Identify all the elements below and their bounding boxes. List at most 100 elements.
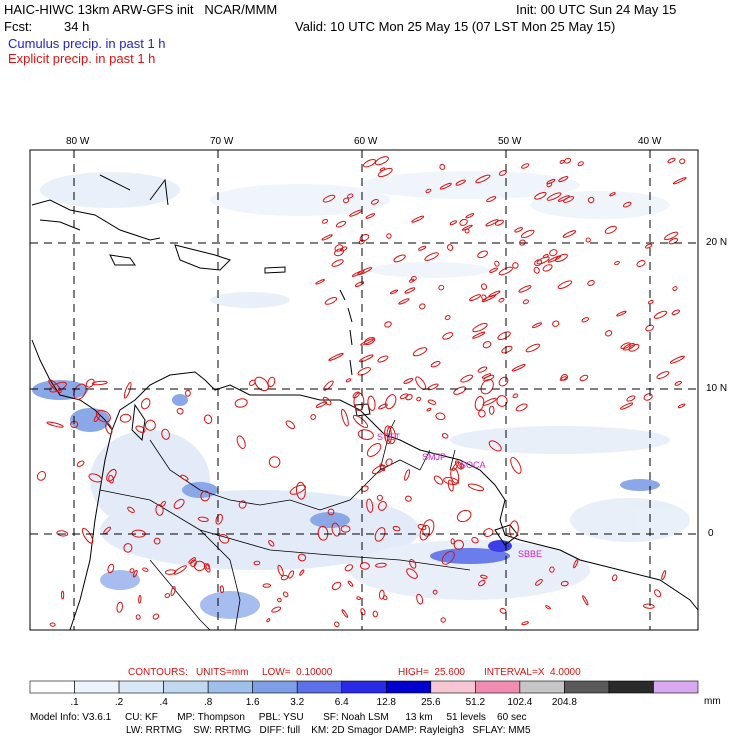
precip-contour: [379, 463, 386, 472]
precip-contour: [459, 218, 468, 226]
legend-tick-label: 51.2: [465, 697, 486, 708]
precip-contour: [525, 343, 541, 353]
precip-contour: [347, 580, 354, 587]
legend-tick-label: 25.6: [421, 697, 441, 708]
precip-contour: [328, 352, 344, 361]
precip-contour: [123, 382, 132, 399]
contours-low: LOW= 0.10000: [262, 667, 333, 678]
precip-contour: [366, 498, 374, 513]
forecast-label: Fcst:: [4, 19, 33, 34]
precip-contour: [321, 234, 333, 241]
precip-contour: [478, 579, 486, 587]
precip-contour: [514, 227, 523, 233]
explicit-precip-contours: [36, 156, 687, 628]
precip-contour: [416, 396, 422, 402]
precip-contour: [271, 606, 282, 613]
precip-contour: [360, 485, 369, 492]
precip-contour: [656, 371, 670, 380]
precip-contour: [672, 177, 687, 185]
contours-label: CONTOURS:: [128, 667, 188, 678]
lat-label-10n: 10 N: [706, 383, 728, 394]
station-label: STET: [377, 432, 401, 442]
precip-contour: [616, 310, 627, 317]
precip-contour: [645, 324, 654, 332]
precip-contour: [477, 366, 488, 373]
precip-contour: [205, 563, 210, 570]
precip-contour: [546, 192, 562, 201]
precip-contour: [404, 469, 411, 481]
precip-contour: [447, 479, 454, 492]
country-borders: [99, 419, 471, 631]
precip-contour: [558, 176, 569, 183]
precip-contour: [36, 471, 47, 481]
precip-contour: [547, 255, 562, 263]
precip-contour: [310, 414, 317, 420]
legend-swatch: [564, 680, 610, 694]
precip-contour: [277, 597, 282, 603]
precip-contour: [359, 234, 370, 242]
legend-swatch: [475, 680, 521, 694]
precip-contour: [419, 303, 426, 310]
precip-contour: [482, 341, 492, 349]
precip-contour: [164, 593, 171, 599]
precip-contour: [622, 201, 632, 208]
precip-contour: [277, 564, 284, 577]
legend-swatch: [207, 680, 253, 694]
precip-contour: [478, 409, 486, 418]
precip-contour: [103, 526, 111, 535]
precip-contour: [447, 244, 454, 251]
precip-contour: [562, 230, 577, 238]
precip-contour: [331, 522, 341, 537]
precip-contour: [299, 569, 305, 576]
legend-swatch: [252, 680, 298, 694]
precip-contour: [366, 443, 382, 457]
precip-contour: [542, 264, 553, 272]
precip-contour: [418, 245, 427, 251]
precip-contour: [643, 603, 655, 609]
precip-contour: [519, 239, 526, 246]
precip-contour: [152, 613, 160, 620]
precip-contour: [359, 562, 370, 570]
legend-unit: mm: [704, 696, 721, 707]
precip-contour: [359, 354, 374, 363]
precip-contour: [297, 553, 307, 562]
precip-contour: [374, 156, 389, 166]
precip-contour: [344, 564, 354, 572]
precip-contour: [173, 498, 185, 509]
precip-contour: [135, 614, 141, 620]
precip-contour: [193, 560, 206, 572]
precip-contour: [142, 567, 149, 572]
precip-contour: [439, 182, 452, 190]
precip-contour: [352, 391, 360, 399]
precip-contour: [215, 514, 223, 525]
precip-contour: [365, 213, 376, 219]
legend-tick-label: 204.8: [551, 697, 577, 708]
precip-contour: [219, 585, 225, 594]
cumulus-precip-legend: Cumulus precip. in past 1 h: [8, 36, 166, 51]
precip-contour: [295, 481, 306, 500]
precip-contour: [449, 220, 458, 226]
valid-time: Valid: 10 UTC Mon 25 May 15 (07 LST Mon …: [295, 19, 616, 34]
precip-contour: [515, 403, 528, 412]
legend-swatch: [653, 680, 699, 694]
lon-label-50w: 50 W: [498, 136, 522, 147]
legend-tick-label: 12.8: [376, 697, 396, 708]
precip-contour: [153, 537, 161, 545]
precip-contour: [385, 394, 397, 410]
precip-contour: [360, 608, 366, 616]
precip-contour: [672, 286, 678, 291]
precip-contour: [106, 468, 117, 482]
precip-contour: [581, 317, 590, 323]
precip-contour: [267, 376, 276, 388]
precip-contour: [160, 500, 166, 507]
precip-contour: [489, 267, 499, 273]
precip-contour: [236, 435, 246, 449]
precip-contour: [331, 581, 342, 591]
precip-contour: [546, 182, 553, 188]
lon-label-60w: 60 W: [354, 136, 378, 147]
precip-contour: [91, 380, 108, 386]
precip-contour: [587, 196, 595, 204]
precip-contour: [425, 188, 432, 194]
